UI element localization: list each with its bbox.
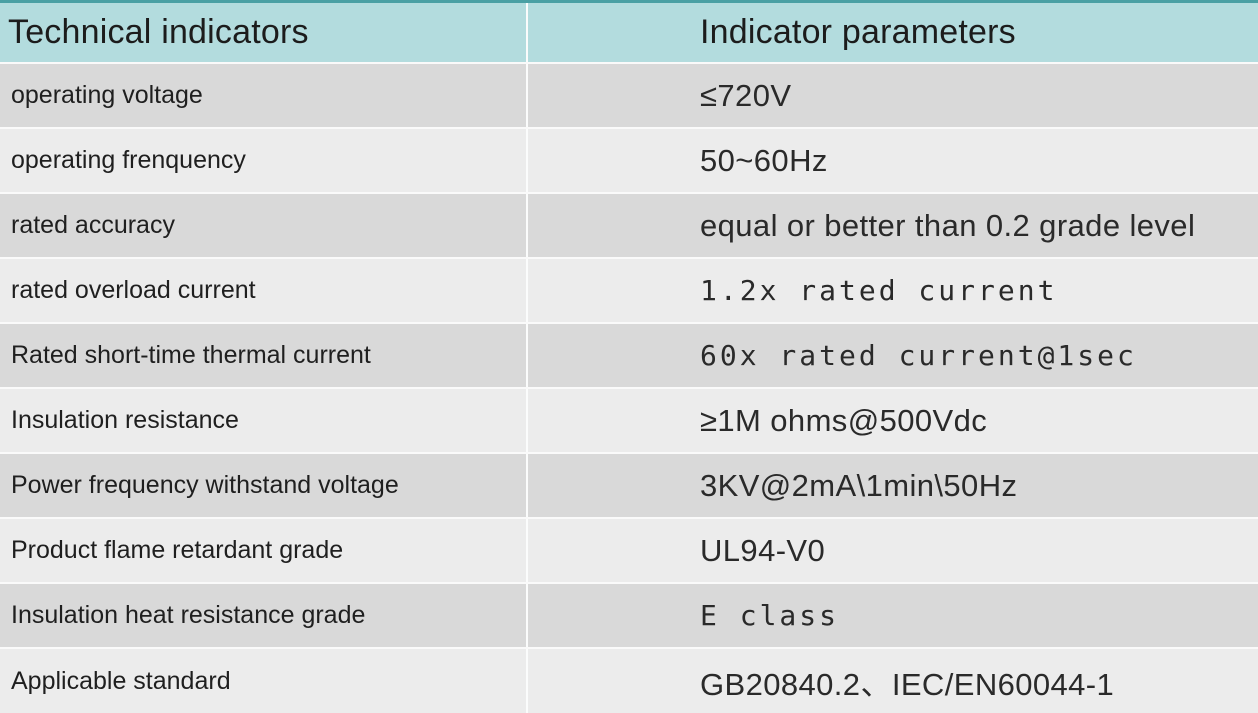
row-label-cell: Rated short-time thermal current [0, 324, 528, 387]
table-row-3: rated overload current 1.2x rated curren… [0, 257, 1258, 322]
row-value-cell: 1.2x rated current [528, 259, 1258, 322]
row-value-cell: equal or better than 0.2 grade level [528, 194, 1258, 257]
row-value: UL94-V0 [700, 532, 826, 568]
header-label-indicator-parameters: Indicator parameters [700, 13, 1016, 51]
row-value: 3KV@2mA\1min\50Hz [700, 467, 1018, 503]
row-value: ≥1M ohms@500Vdc [700, 402, 988, 438]
header-cell-indicator-parameters: Indicator parameters [528, 3, 1258, 62]
row-value-cell: UL94-V0 [528, 519, 1258, 582]
row-value-cell: ≤720V [528, 64, 1258, 127]
row-label: Insulation resistance [11, 406, 239, 434]
row-value-cell: ≥1M ohms@500Vdc [528, 389, 1258, 452]
row-value-cell: 60x rated current@1sec [528, 324, 1258, 387]
table-row-6: Power frequency withstand voltage 3KV@2m… [0, 452, 1258, 517]
row-label-cell: Product flame retardant grade [0, 519, 528, 582]
row-value-cell: 3KV@2mA\1min\50Hz [528, 454, 1258, 517]
row-label: rated accuracy [11, 211, 175, 239]
table-body: operating voltage ≤720V operating frenqu… [0, 62, 1258, 713]
row-label: Applicable standard [11, 666, 231, 695]
row-label-cell: Insulation resistance [0, 389, 528, 452]
table-row-5: Insulation resistance ≥1M ohms@500Vdc [0, 387, 1258, 452]
row-label-cell: Power frequency withstand voltage [0, 454, 528, 517]
row-value: equal or better than 0.2 grade level [700, 207, 1196, 243]
row-label: Product flame retardant grade [11, 536, 344, 564]
row-value: 60x rated current@1sec [700, 339, 1137, 372]
row-label: operating frenquency [11, 146, 246, 174]
row-label: Power frequency withstand voltage [11, 471, 399, 499]
row-value: 50~60Hz [700, 142, 828, 178]
row-value-cell: 50~60Hz [528, 129, 1258, 192]
row-value: E class [700, 599, 840, 632]
row-label: operating voltage [11, 81, 203, 109]
table-row-7: Product flame retardant grade UL94-V0 [0, 517, 1258, 582]
row-label: Insulation heat resistance grade [11, 601, 366, 629]
row-label-cell: Insulation heat resistance grade [0, 584, 528, 647]
row-label-cell: operating voltage [0, 64, 528, 127]
row-value: 1.2x rated current [700, 274, 1058, 307]
table-top-accent-bar [0, 0, 1258, 3]
row-value: ≤720V [700, 77, 792, 113]
header-cell-technical-indicators: Technical indicators [0, 3, 528, 62]
row-label-cell: Applicable standard [0, 649, 528, 713]
table-header-row: Technical indicators Indicator parameter… [0, 3, 1258, 62]
row-value-cell: GB20840.2、IEC/EN60044-1 [528, 649, 1258, 713]
row-label: rated overload current [11, 276, 256, 304]
table-row-2: rated accuracy equal or better than 0.2 … [0, 192, 1258, 257]
header-label-technical-indicators: Technical indicators [8, 13, 309, 51]
table-row-4: Rated short-time thermal current 60x rat… [0, 322, 1258, 387]
table-row-8: Insulation heat resistance grade E class [0, 582, 1258, 647]
table-row-1: operating frenquency 50~60Hz [0, 127, 1258, 192]
row-label-cell: rated overload current [0, 259, 528, 322]
row-label-cell: operating frenquency [0, 129, 528, 192]
row-label: Rated short-time thermal current [11, 341, 371, 369]
table-row-0: operating voltage ≤720V [0, 62, 1258, 127]
row-label-cell: rated accuracy [0, 194, 528, 257]
table-row-9: Applicable standard GB20840.2、IEC/EN6004… [0, 647, 1258, 713]
row-value: GB20840.2、IEC/EN60044-1 [700, 666, 1115, 702]
row-value-cell: E class [528, 584, 1258, 647]
